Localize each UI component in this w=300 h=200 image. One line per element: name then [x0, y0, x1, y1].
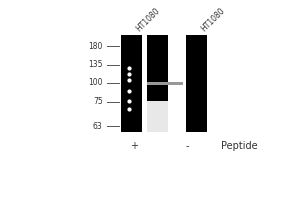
Text: -: - [186, 141, 189, 151]
Text: HT1080: HT1080 [199, 6, 226, 33]
Text: 180: 180 [88, 42, 103, 51]
Text: +: + [130, 141, 138, 151]
Text: HT1080: HT1080 [134, 6, 161, 33]
Text: 135: 135 [88, 60, 103, 69]
Bar [186, 35, 207, 132]
Bar [121, 35, 142, 132]
Bar [147, 35, 168, 132]
Text: 63: 63 [93, 122, 103, 131]
Text: 100: 100 [88, 78, 103, 87]
Text: 75: 75 [93, 97, 103, 106]
Bar [147, 82, 183, 85]
Text: Peptide: Peptide [221, 141, 258, 151]
Bar [147, 101, 168, 132]
